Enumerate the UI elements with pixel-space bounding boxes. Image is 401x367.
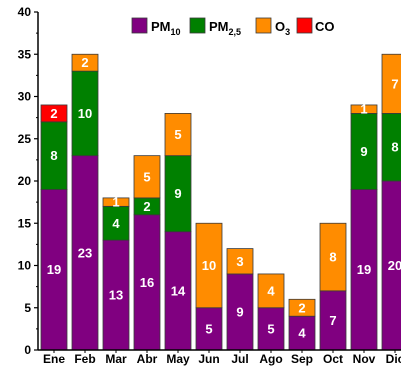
data-label: 23 bbox=[78, 245, 92, 260]
bar-segment bbox=[195, 222, 223, 309]
bars-layer: 19 8 2 23 10 2 13 4 1 16 2 5 14 9 5 5 10 9 3 5 4 4 2 7 8 19 9 1 20 8 7 bbox=[40, 53, 401, 351]
data-label: 19 bbox=[47, 262, 61, 277]
data-label: 5 bbox=[143, 169, 150, 184]
x-tick-label: Dic bbox=[386, 352, 401, 366]
x-tick-label: Mar bbox=[105, 352, 127, 366]
y-tick-label: 25 bbox=[18, 132, 32, 146]
legend-label: CO bbox=[315, 19, 335, 34]
bar-segment bbox=[40, 104, 68, 123]
data-label: 10 bbox=[202, 258, 216, 273]
bar-segment bbox=[71, 155, 99, 351]
data-label: 4 bbox=[267, 283, 275, 298]
data-label: 3 bbox=[236, 254, 243, 269]
legend-label-main: O bbox=[275, 19, 285, 34]
data-label: 8 bbox=[50, 148, 57, 163]
bar-segment bbox=[288, 298, 316, 317]
x-tick-label: Ago bbox=[259, 352, 282, 366]
data-label: 2 bbox=[143, 199, 150, 214]
data-label: 9 bbox=[174, 186, 181, 201]
data-label: 8 bbox=[329, 250, 336, 265]
data-label: 7 bbox=[391, 76, 398, 91]
data-label: 2 bbox=[50, 106, 57, 121]
data-label: 13 bbox=[109, 288, 123, 303]
bar-segment bbox=[319, 222, 347, 292]
x-tick-label: Sep bbox=[291, 352, 313, 366]
data-label: 2 bbox=[81, 55, 88, 70]
x-tick-label: Jul bbox=[231, 352, 248, 366]
bar-segment bbox=[102, 239, 130, 351]
y-tick-label: 10 bbox=[18, 259, 32, 273]
y-tick-label: 30 bbox=[18, 90, 32, 104]
legend-label-subscript: 3 bbox=[285, 27, 290, 37]
bar-segment bbox=[40, 189, 68, 351]
data-label: 5 bbox=[205, 321, 212, 336]
bar-segment bbox=[226, 273, 254, 351]
y-tick-label: 40 bbox=[18, 5, 32, 19]
bar-segment bbox=[102, 205, 130, 241]
bar-segment bbox=[350, 104, 378, 114]
bar-segment bbox=[257, 273, 285, 309]
y-tick-label: 15 bbox=[18, 216, 32, 230]
y-tick-label: 20 bbox=[18, 174, 32, 188]
legend-swatch bbox=[189, 17, 206, 34]
bar-segment bbox=[164, 113, 192, 157]
data-label: 7 bbox=[329, 313, 336, 328]
legend-swatch bbox=[131, 17, 148, 34]
x-tick-label: May bbox=[166, 352, 190, 366]
legend-label-main: CO bbox=[315, 19, 335, 34]
legend-label-subscript: 2,5 bbox=[229, 27, 242, 37]
x-tick-label: Ene bbox=[43, 352, 65, 366]
legend-label-main: PM bbox=[151, 19, 171, 34]
bar-segment bbox=[164, 231, 192, 351]
data-label: 5 bbox=[174, 127, 181, 142]
data-label: 2 bbox=[298, 300, 305, 315]
bar-segment bbox=[102, 197, 130, 207]
legend-swatch bbox=[255, 17, 272, 34]
bar-segment bbox=[133, 155, 161, 199]
data-label: 1 bbox=[112, 195, 119, 210]
bar-segment bbox=[226, 248, 254, 275]
x-tick-label: Oct bbox=[323, 352, 343, 366]
x-tick-label: Nov bbox=[353, 352, 376, 366]
data-label: 4 bbox=[112, 216, 120, 231]
bar-segment bbox=[164, 155, 192, 233]
bar-segment bbox=[195, 307, 223, 351]
bar-segment bbox=[319, 290, 347, 351]
y-tick-label: 35 bbox=[18, 47, 32, 61]
data-label: 19 bbox=[357, 262, 371, 277]
legend: PM10 PM2,5 O3 CO bbox=[131, 17, 335, 37]
bar-segment bbox=[71, 53, 99, 72]
x-tick-label: Jun bbox=[198, 352, 219, 366]
legend-label: PM2,5 bbox=[209, 19, 241, 37]
data-label: 9 bbox=[360, 144, 367, 159]
x-tick-label: Feb bbox=[74, 352, 95, 366]
data-label: 4 bbox=[298, 326, 306, 341]
bar-segment bbox=[350, 113, 378, 190]
bar-segment bbox=[257, 307, 285, 351]
bar-segment bbox=[40, 121, 68, 190]
data-label: 14 bbox=[171, 283, 186, 298]
y-tick-label: 5 bbox=[24, 301, 31, 315]
data-label: 1 bbox=[360, 102, 367, 117]
bar-segment bbox=[71, 70, 99, 157]
legend-label-main: PM bbox=[209, 19, 229, 34]
data-label: 9 bbox=[236, 304, 243, 319]
data-label: 10 bbox=[78, 106, 92, 121]
data-label: 16 bbox=[140, 275, 154, 290]
y-tick-label: 0 bbox=[24, 343, 31, 357]
data-label: 20 bbox=[388, 258, 401, 273]
legend-label: O3 bbox=[275, 19, 290, 37]
bar-segment bbox=[381, 53, 401, 114]
legend-swatch bbox=[296, 17, 313, 34]
legend-label-subscript: 10 bbox=[171, 27, 181, 37]
bar-segment bbox=[288, 315, 316, 351]
data-label: 5 bbox=[267, 321, 274, 336]
x-tick-label: Abr bbox=[137, 352, 158, 366]
data-label: 8 bbox=[391, 140, 398, 155]
legend-label: PM10 bbox=[151, 19, 181, 37]
